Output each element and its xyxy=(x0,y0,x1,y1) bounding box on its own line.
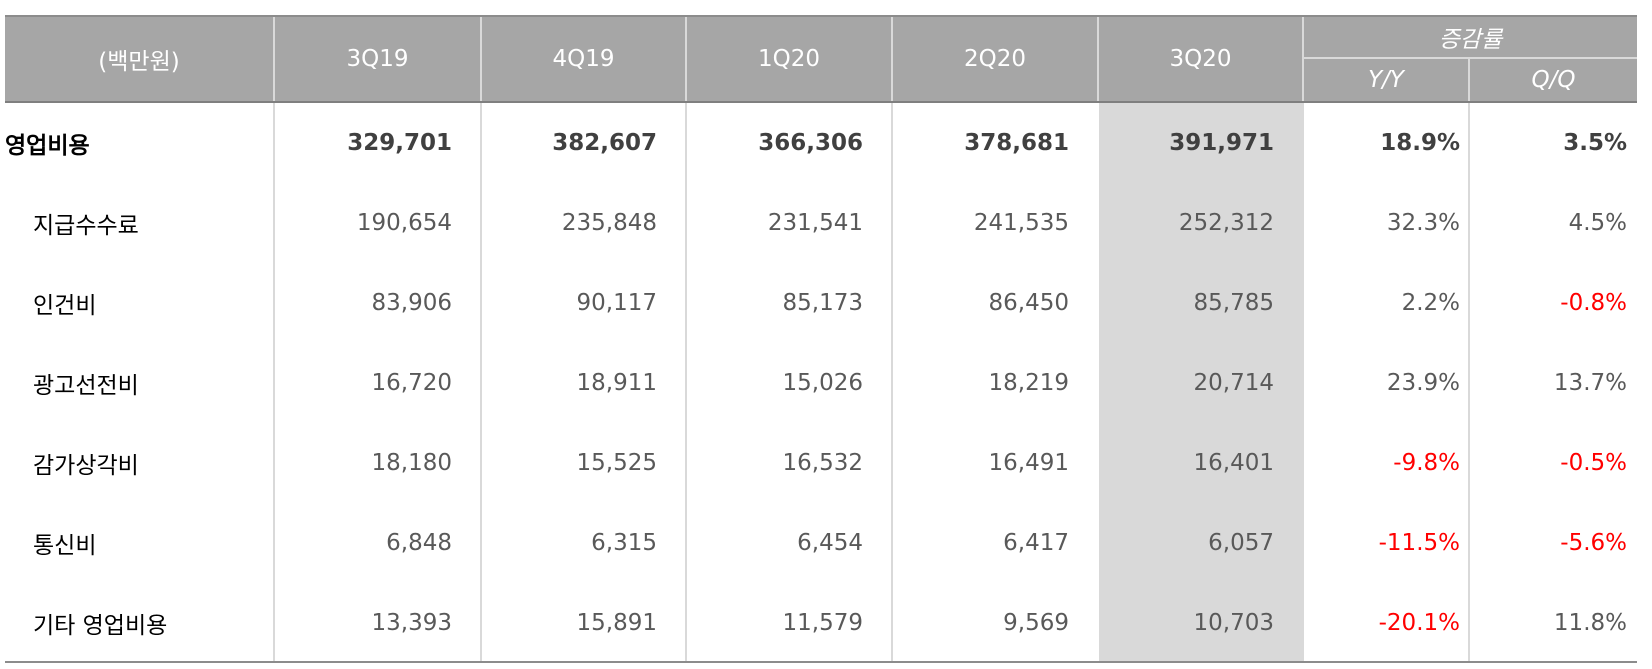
cell-yoy: -11.5% xyxy=(1378,530,1460,556)
cell-4q19: 15,891 xyxy=(576,610,657,636)
row-label: 감가상각비 xyxy=(33,453,139,479)
cell-yoy: -20.1% xyxy=(1378,610,1460,636)
cell-3q20: 6,057 xyxy=(1208,530,1274,556)
header-period-4q19: 4Q19 xyxy=(482,17,687,101)
cell-1q20: 15,026 xyxy=(782,370,863,396)
cell-yoy: 2.2% xyxy=(1401,290,1460,316)
header-period-2q20: 2Q20 xyxy=(893,17,1099,101)
table-row-communication: 통신비 6,848 6,315 6,454 6,417 6,057 -11.5%… xyxy=(5,503,1637,583)
cell-qoq: 11.8% xyxy=(1553,610,1627,636)
cell-3q20: 85,785 xyxy=(1193,290,1274,316)
header-period-3q20: 3Q20 xyxy=(1099,17,1304,101)
cell-1q20: 366,306 xyxy=(758,130,863,156)
cell-3q20: 391,971 xyxy=(1169,130,1274,156)
cell-1q20: 11,579 xyxy=(782,610,863,636)
cell-4q19: 18,911 xyxy=(576,370,657,396)
cell-qoq: -0.5% xyxy=(1560,450,1627,476)
column-divider xyxy=(480,103,482,661)
column-divider xyxy=(273,103,275,661)
row-label: 영업비용 xyxy=(5,133,90,159)
cell-qoq: -5.6% xyxy=(1560,530,1627,556)
cell-yoy: -9.8% xyxy=(1393,450,1460,476)
cell-3q19: 329,701 xyxy=(347,130,452,156)
column-divider xyxy=(1468,103,1470,661)
cell-qoq: 3.5% xyxy=(1563,130,1627,156)
cell-2q20: 9,569 xyxy=(1003,610,1069,636)
cell-qoq: 4.5% xyxy=(1568,210,1627,236)
column-divider xyxy=(685,103,687,661)
cell-2q20: 16,491 xyxy=(988,450,1069,476)
cell-yoy: 32.3% xyxy=(1386,210,1460,236)
cell-2q20: 18,219 xyxy=(988,370,1069,396)
highlight-column-3q20 xyxy=(1099,103,1304,661)
cell-3q19: 18,180 xyxy=(371,450,452,476)
header-yoy: Y/Y xyxy=(1304,59,1470,101)
cell-3q19: 13,393 xyxy=(371,610,452,636)
column-divider xyxy=(891,103,893,661)
cell-qoq: -0.8% xyxy=(1560,290,1627,316)
cell-1q20: 16,532 xyxy=(782,450,863,476)
table-row-advertising: 광고선전비 16,720 18,911 15,026 18,219 20,714… xyxy=(5,343,1637,423)
cell-3q19: 16,720 xyxy=(371,370,452,396)
cell-3q20: 16,401 xyxy=(1193,450,1274,476)
table-row-other-operating: 기타 영업비용 13,393 15,891 11,579 9,569 10,70… xyxy=(5,583,1637,663)
row-label: 기타 영업비용 xyxy=(33,613,168,639)
table-body: 영업비용 329,701 382,607 366,306 378,681 391… xyxy=(5,103,1637,663)
header-qoq: Q/Q xyxy=(1531,67,1576,93)
cell-yoy: 18.9% xyxy=(1380,130,1460,156)
cell-2q20: 6,417 xyxy=(1003,530,1069,556)
cell-yoy: 23.9% xyxy=(1386,370,1460,396)
cell-3q20: 20,714 xyxy=(1193,370,1274,396)
table-row-fees: 지급수수료 190,654 235,848 231,541 241,535 25… xyxy=(5,183,1637,263)
table-header: (백만원) 3Q19 4Q19 1Q20 2Q20 3Q20 증감률 Y/Y Q… xyxy=(5,15,1637,103)
cell-3q19: 83,906 xyxy=(371,290,452,316)
cell-2q20: 241,535 xyxy=(973,210,1069,236)
row-label: 지급수수료 xyxy=(33,213,139,239)
row-label: 인건비 xyxy=(33,293,97,319)
cell-3q19: 190,654 xyxy=(356,210,452,236)
cell-4q19: 90,117 xyxy=(576,290,657,316)
header-change-rate-group: 증감률 xyxy=(1304,17,1637,59)
row-label: 통신비 xyxy=(33,533,97,559)
cell-1q20: 231,541 xyxy=(767,210,863,236)
cell-2q20: 86,450 xyxy=(988,290,1069,316)
table-row-depreciation: 감가상각비 18,180 15,525 16,532 16,491 16,401… xyxy=(5,423,1637,503)
cell-4q19: 15,525 xyxy=(576,450,657,476)
cell-4q19: 382,607 xyxy=(552,130,657,156)
header-period-3q19: 3Q19 xyxy=(275,17,482,101)
cell-3q20: 10,703 xyxy=(1193,610,1274,636)
table-row-operating-expenses: 영업비용 329,701 382,607 366,306 378,681 391… xyxy=(5,103,1637,183)
row-label: 광고선전비 xyxy=(33,373,139,399)
cell-2q20: 378,681 xyxy=(964,130,1069,156)
cell-3q19: 6,848 xyxy=(386,530,452,556)
header-period-1q20: 1Q20 xyxy=(687,17,893,101)
cell-qoq: 13.7% xyxy=(1553,370,1627,396)
table-row-personnel: 인건비 83,906 90,117 85,173 86,450 85,785 2… xyxy=(5,263,1637,343)
cell-1q20: 6,454 xyxy=(797,530,863,556)
cell-3q20: 252,312 xyxy=(1178,210,1274,236)
cell-1q20: 85,173 xyxy=(782,290,863,316)
cell-4q19: 235,848 xyxy=(561,210,657,236)
cell-4q19: 6,315 xyxy=(591,530,657,556)
header-unit: (백만원) xyxy=(5,17,275,101)
